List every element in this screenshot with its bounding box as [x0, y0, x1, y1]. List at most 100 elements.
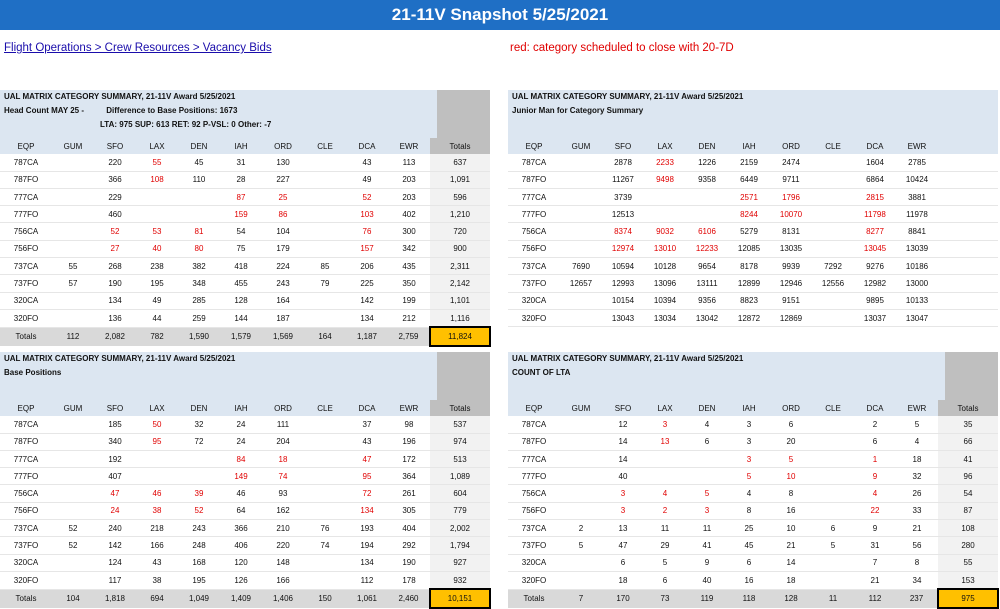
- data-cell: 49: [136, 292, 178, 310]
- data-cell: 187: [262, 309, 304, 328]
- data-cell: [52, 205, 94, 224]
- data-cell: 10: [770, 519, 812, 538]
- data-cell: 31: [220, 154, 262, 172]
- lta-panel: UAL MATRIX CATEGORY SUMMARY, 21-11V Awar…: [508, 352, 999, 609]
- data-cell: 166: [262, 571, 304, 590]
- data-cell: 128: [220, 292, 262, 310]
- data-cell: 6106: [686, 222, 728, 241]
- diff-text: Difference to Base Positions: 1673: [106, 106, 238, 115]
- eqp-cell: 787FO: [0, 171, 52, 189]
- data-cell: 43: [346, 433, 388, 451]
- row-total-cell: 2,311: [430, 257, 490, 276]
- data-cell: [52, 171, 94, 189]
- data-cell: 57: [52, 274, 94, 293]
- data-cell: 220: [262, 536, 304, 555]
- data-cell: 4: [686, 416, 728, 434]
- data-cell: 126: [220, 571, 262, 590]
- data-cell: 366: [220, 519, 262, 538]
- data-cell: 9: [854, 519, 896, 538]
- data-cell: 11: [644, 519, 686, 538]
- data-cell: [52, 416, 94, 434]
- eqp-cell: 320FO: [508, 571, 560, 590]
- data-cell: 98: [388, 416, 430, 434]
- table-row: 320FO 117 38 195 126 166 112 178 932: [0, 571, 490, 590]
- data-cell: 46: [136, 484, 178, 503]
- column-total-cell: 112: [52, 327, 94, 346]
- data-cell: [560, 450, 602, 469]
- eqp-cell: 737CA: [0, 257, 52, 276]
- column-header: EQP: [508, 138, 560, 155]
- data-cell: 9895: [854, 292, 896, 310]
- table-row: 320FO 13043 13034 13042 12872 12869 13037 13047: [508, 309, 998, 328]
- data-cell: [812, 484, 854, 503]
- data-cell: 8823: [728, 292, 770, 310]
- eqp-cell: 737CA: [508, 257, 560, 276]
- column-header: EWR: [896, 400, 938, 417]
- data-cell: 86: [262, 205, 304, 224]
- row-total-cell: 1,091: [430, 171, 490, 189]
- table-row: 737FO 12657 12993 13096 13111 12899 12946 12556…: [508, 274, 998, 293]
- data-cell: 404: [388, 519, 430, 538]
- data-cell: 2: [560, 519, 602, 538]
- empty-cell: [938, 292, 998, 310]
- eqp-cell: 756CA: [0, 484, 52, 503]
- data-cell: 224: [262, 257, 304, 276]
- empty-cell: [938, 222, 998, 241]
- row-total-cell: 932: [430, 571, 490, 590]
- data-cell: 455: [220, 274, 262, 293]
- data-cell: 3881: [896, 188, 938, 207]
- data-cell: 16: [770, 502, 812, 521]
- data-cell: 13096: [644, 274, 686, 293]
- column-header: CLE: [304, 400, 346, 417]
- data-cell: 142: [94, 536, 136, 555]
- data-cell: 4: [644, 484, 686, 503]
- data-cell: 21: [854, 571, 896, 590]
- row-total-cell: 87: [938, 502, 998, 521]
- eqp-cell: 777CA: [0, 450, 52, 469]
- data-cell: 166: [136, 536, 178, 555]
- data-cell: [644, 450, 686, 469]
- data-cell: 14: [602, 433, 644, 451]
- breadcrumb-link[interactable]: Flight Operations > Crew Resources > Vac…: [4, 42, 272, 54]
- empty-cell: [938, 188, 998, 207]
- data-cell: [560, 484, 602, 503]
- column-header: DEN: [178, 400, 220, 417]
- data-cell: 81: [178, 222, 220, 241]
- data-cell: [304, 205, 346, 224]
- column-header-totals: [938, 138, 998, 155]
- data-cell: 305: [388, 502, 430, 521]
- data-cell: 18: [896, 450, 938, 469]
- data-cell: [560, 571, 602, 590]
- column-header: IAH: [220, 138, 262, 155]
- eqp-cell: 787FO: [508, 433, 560, 451]
- eqp-cell: 756CA: [508, 222, 560, 241]
- data-cell: 84: [220, 450, 262, 469]
- data-cell: 204: [262, 433, 304, 451]
- data-cell: 11798: [854, 205, 896, 224]
- data-cell: 9151: [770, 292, 812, 310]
- data-cell: 45: [178, 154, 220, 172]
- data-cell: 43: [136, 554, 178, 572]
- data-cell: 179: [262, 240, 304, 259]
- data-cell: [812, 502, 854, 521]
- data-cell: 5: [686, 484, 728, 503]
- data-cell: 124: [94, 554, 136, 572]
- data-cell: 10070: [770, 205, 812, 224]
- table-row: 737CA 55 268 238 382 418 224 85 206 435 2,311: [0, 257, 490, 276]
- data-cell: [52, 484, 94, 503]
- data-cell: 134: [346, 502, 388, 521]
- data-cell: 2785: [896, 154, 938, 172]
- data-cell: 243: [262, 274, 304, 293]
- data-cell: 111: [262, 416, 304, 434]
- data-cell: 49: [346, 171, 388, 189]
- data-cell: 8841: [896, 222, 938, 241]
- data-cell: 52: [52, 519, 94, 538]
- empty-cell: [938, 274, 998, 293]
- data-cell: [812, 416, 854, 434]
- data-cell: 259: [178, 309, 220, 328]
- base-panel: UAL MATRIX CATEGORY SUMMARY, 21-11V Awar…: [0, 352, 491, 609]
- data-cell: 3: [728, 450, 770, 469]
- row-total-cell: 280: [938, 536, 998, 555]
- row-total-cell: 1,116: [430, 309, 490, 328]
- data-cell: 406: [220, 536, 262, 555]
